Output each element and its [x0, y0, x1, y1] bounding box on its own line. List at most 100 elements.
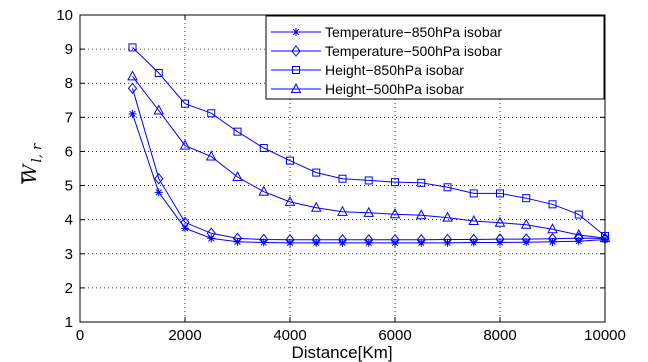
legend-item: Temperature−850hPa isobar	[271, 24, 502, 40]
data-point	[496, 238, 504, 247]
data-point	[259, 144, 268, 153]
data-point	[127, 70, 138, 81]
legend-label: Height−850hPa isobar	[325, 62, 464, 78]
data-point	[128, 109, 137, 118]
data-point	[311, 233, 321, 246]
y-axis-label-sub: l, r	[30, 143, 45, 162]
series-4	[127, 70, 611, 243]
data-point	[363, 206, 375, 217]
data-point	[415, 209, 427, 220]
y-tick-label: 7	[65, 109, 73, 126]
data-point	[233, 127, 242, 136]
data-point	[522, 238, 531, 247]
series-2	[127, 82, 610, 246]
series-group	[127, 43, 611, 247]
data-point	[286, 238, 294, 247]
data-point	[442, 233, 453, 246]
y-tick-label: 2	[65, 280, 73, 297]
data-point	[599, 232, 611, 243]
data-point	[232, 170, 243, 182]
data-point	[310, 201, 322, 212]
data-point	[259, 238, 268, 247]
data-point	[284, 195, 296, 206]
data-point	[391, 178, 399, 187]
legend-box	[265, 15, 605, 100]
data-point	[338, 174, 347, 183]
data-point	[416, 233, 426, 246]
data-point	[389, 208, 401, 219]
data-point	[547, 223, 558, 234]
data-point	[312, 238, 321, 247]
legend: Temperature−850hPa isobar Temperature−500…	[265, 15, 605, 100]
data-point	[153, 104, 165, 115]
data-point	[154, 172, 164, 185]
data-point	[547, 232, 558, 245]
data-point	[522, 194, 531, 203]
data-point	[364, 238, 373, 247]
data-point	[154, 188, 163, 197]
data-point	[286, 156, 294, 165]
data-point	[207, 109, 216, 118]
data-point	[285, 233, 295, 246]
x-tick-label: 4000	[273, 327, 306, 344]
x-tick-label: 8000	[483, 327, 516, 344]
tick-labels: 0 2000 4000 6000 8000 10000 1 2 3 4 5 6 7 8 9 10	[56, 7, 626, 344]
y-axis-label: Wl, r	[19, 143, 45, 184]
y-tick-label: 3	[65, 246, 73, 263]
data-point	[259, 233, 269, 246]
data-point	[337, 205, 348, 216]
data-point	[548, 237, 557, 246]
data-point	[127, 82, 138, 95]
y-tick-label: 1	[65, 314, 73, 331]
data-point	[443, 238, 452, 247]
series-3	[128, 43, 609, 241]
y-tick-label: 6	[65, 143, 73, 160]
series-line	[132, 76, 606, 239]
data-point	[574, 210, 583, 219]
data-point	[364, 176, 373, 185]
data-point	[180, 216, 190, 229]
data-point	[469, 238, 478, 247]
data-point	[232, 232, 243, 245]
y-tick-label: 5	[65, 178, 73, 195]
legend-items: Temperature−850hPa isobar Temperature−500…	[271, 24, 502, 97]
legend-item: Height−500hPa isobar	[271, 81, 464, 97]
data-point	[494, 216, 506, 227]
legend-item: Height−850hPa isobar	[271, 62, 464, 78]
data-point	[206, 227, 216, 240]
data-point	[258, 185, 270, 196]
data-point	[338, 238, 347, 247]
data-point	[154, 68, 163, 77]
data-point	[443, 183, 452, 192]
data-point	[312, 168, 321, 177]
data-point	[179, 139, 191, 150]
legend-marker	[291, 45, 301, 57]
data-point	[573, 228, 585, 240]
data-point	[417, 178, 426, 187]
legend-label: Height−500hPa isobar	[325, 81, 464, 97]
data-point	[468, 214, 480, 226]
y-tick-label: 4	[65, 212, 73, 229]
data-point	[391, 238, 399, 247]
data-point	[574, 232, 584, 244]
data-point	[600, 232, 610, 245]
legend-label: Temperature−850hPa isobar	[325, 24, 502, 40]
x-tick-label: 0	[76, 327, 84, 344]
data-point	[469, 189, 478, 198]
data-point	[496, 189, 504, 198]
legend-item: Temperature−500hPa isobar	[271, 43, 502, 59]
legend-marker	[292, 66, 300, 74]
data-point	[181, 99, 189, 108]
data-point	[205, 150, 217, 161]
data-point	[417, 238, 426, 247]
data-point	[442, 211, 453, 222]
x-tick-label: 10000	[584, 327, 626, 344]
y-tick-label: 10	[56, 7, 73, 24]
y-tick-label: 9	[65, 41, 73, 58]
data-point	[520, 218, 532, 229]
data-point	[364, 233, 374, 246]
data-point	[469, 233, 479, 246]
data-point	[548, 200, 557, 209]
y-axis-label-main: W	[19, 163, 41, 184]
